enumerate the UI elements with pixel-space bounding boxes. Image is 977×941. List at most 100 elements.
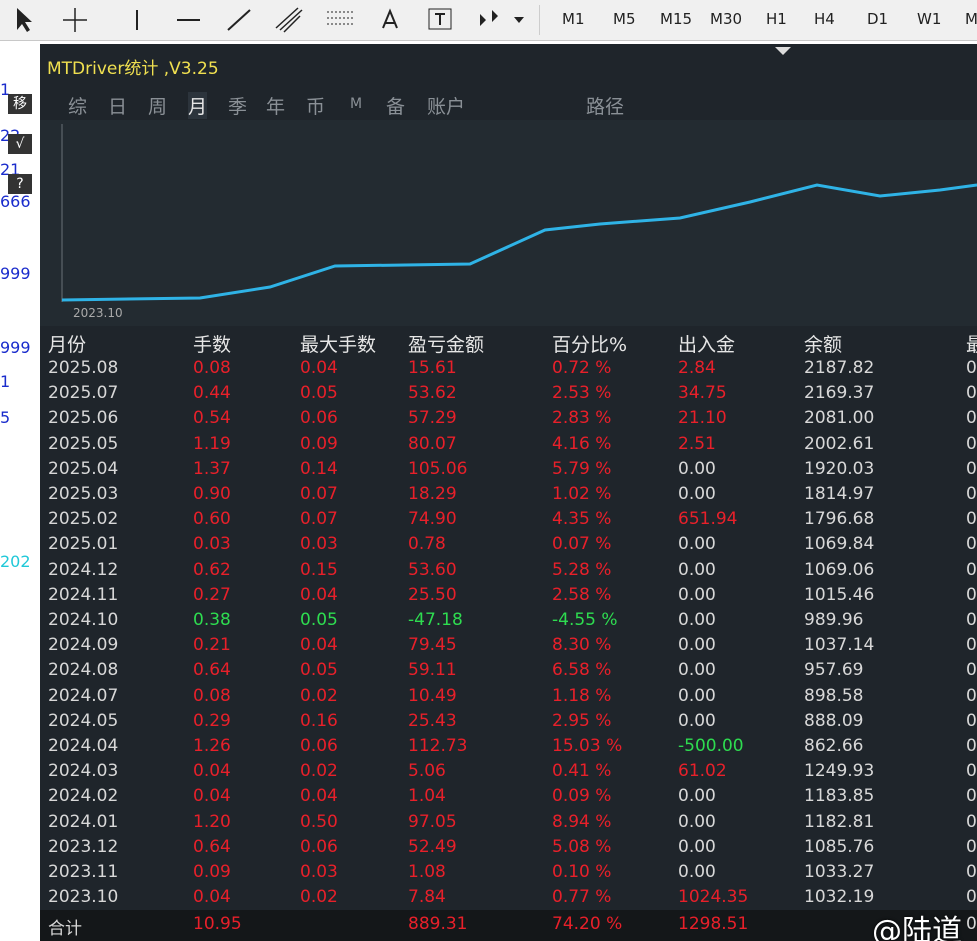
table-cell: 0	[966, 509, 977, 530]
table-cell: 0	[966, 811, 977, 832]
side-button[interactable]: ?	[8, 174, 32, 194]
table-cell: 2024.09	[48, 635, 119, 656]
timeframe-button[interactable]: M5	[613, 10, 636, 28]
table-cell: 59.11	[408, 660, 457, 681]
axis-label: 666	[0, 192, 31, 211]
table-cell: 61.02	[678, 761, 727, 782]
table-cell: 0.05	[300, 383, 338, 404]
table-cell: 0.07 %	[552, 534, 612, 555]
table-cell: 0.02	[300, 887, 338, 908]
table-cell: 18.29	[408, 484, 457, 504]
table-cell: 1069.84	[804, 534, 875, 555]
table-cell: 0	[966, 534, 977, 555]
column-header: 最大手数	[300, 334, 377, 356]
total-row: 合计 10.95 889.31 74.20 % 1298.51 0	[40, 910, 977, 941]
tab[interactable]: 账户	[427, 96, 466, 118]
table-cell: 2169.37	[804, 383, 875, 404]
tab[interactable]: 周	[148, 96, 168, 118]
timeframe-button[interactable]: M15	[660, 10, 693, 28]
side-button[interactable]: √	[8, 134, 32, 154]
timeframe-button[interactable]: M1	[562, 10, 585, 28]
table-cell: 0	[966, 887, 977, 908]
table-cell: 53.62	[408, 383, 457, 404]
table-cell: 0	[966, 660, 977, 681]
table-cell: 0.03	[300, 534, 338, 555]
axis-label: 999	[0, 264, 31, 283]
side-button[interactable]: 移	[8, 94, 32, 114]
tab[interactable]: 日	[108, 96, 128, 118]
table-cell: 5.06	[408, 761, 446, 782]
total-cell: 74.20 %	[552, 914, 623, 934]
table-cell: 0.62	[193, 559, 231, 580]
table-cell: 0.05	[300, 660, 338, 681]
table-cell: 0.00	[678, 660, 716, 681]
table-cell: 0	[966, 383, 977, 404]
table-cell: 0.02	[300, 761, 338, 782]
tab[interactable]: 月	[188, 92, 208, 119]
column-header: 月份	[48, 334, 87, 356]
table-cell: 2.53 %	[552, 383, 612, 404]
table-cell: 0	[966, 685, 977, 706]
table-cell: 0.00	[678, 685, 716, 706]
column-header: 出入金	[678, 334, 736, 356]
timeframe-button[interactable]: M	[965, 10, 977, 28]
table-cell: 1.02 %	[552, 484, 612, 504]
table-cell: 2187.82	[804, 358, 875, 378]
table-cell: 8.30 %	[552, 635, 612, 656]
table-cell: 2024.02	[48, 786, 119, 807]
table-cell: 2081.00	[804, 408, 875, 429]
table-cell: 0.09 %	[552, 786, 612, 807]
tab[interactable]: 路径	[586, 96, 625, 118]
axis-label: 999	[0, 338, 31, 357]
table-cell: 2025.02	[48, 509, 119, 530]
table-cell: 0.00	[678, 836, 716, 857]
table-cell: 2.83 %	[552, 408, 612, 429]
table-cell: 2024.10	[48, 610, 119, 630]
table-cell: 0	[966, 862, 977, 882]
timeframe-button[interactable]: H4	[814, 10, 835, 28]
table-cell: 2024.07	[48, 685, 119, 706]
table-cell: 1015.46	[804, 584, 875, 605]
table-cell: 0.08	[193, 358, 231, 378]
tab[interactable]: 季	[228, 96, 248, 118]
table-cell: 1024.35	[678, 887, 749, 908]
marker	[775, 47, 791, 55]
axis-label: 202	[0, 552, 31, 571]
table-cell: 2.95 %	[552, 710, 612, 731]
tab[interactable]: 综	[68, 96, 88, 118]
table-cell: 957.69	[804, 660, 864, 681]
tab[interactable]: M	[350, 96, 363, 112]
table-cell: 2024.05	[48, 710, 119, 731]
table-cell: 1249.93	[804, 761, 875, 782]
table-cell: 0.41 %	[552, 761, 612, 782]
table-cell: 97.05	[408, 811, 457, 832]
column-header: 盈亏金额	[408, 334, 485, 356]
axis-label: 1	[0, 80, 11, 99]
timeframe-button[interactable]: M30	[710, 10, 743, 28]
table-cell: 6.58 %	[552, 660, 612, 681]
table-cell: 2025.03	[48, 484, 119, 504]
table-cell: 4.35 %	[552, 509, 612, 530]
table-cell: 0.00	[678, 559, 716, 580]
timeframe-button[interactable]: H1	[766, 10, 787, 28]
table-cell: 0.09	[300, 433, 338, 454]
table-cell: 52.49	[408, 836, 457, 857]
total-cell: 0	[966, 914, 977, 934]
timeframe-button[interactable]: W1	[917, 10, 942, 28]
timeframe-button[interactable]: D1	[867, 10, 889, 28]
tab[interactable]: 备	[386, 96, 406, 118]
table-cell: 2024.03	[48, 761, 119, 782]
table-cell: 0.08	[193, 685, 231, 706]
table-cell: 53.60	[408, 559, 457, 580]
table-cell: 0.03	[193, 534, 231, 555]
watermark: @陆道	[872, 914, 962, 941]
table-cell: -4.55 %	[552, 610, 618, 630]
table-cell: 0.07	[300, 484, 338, 504]
chart-start-label: 2023.10	[73, 306, 123, 320]
tab[interactable]: 年	[266, 96, 286, 118]
table-cell: 0	[966, 484, 977, 504]
tab[interactable]: 币	[306, 96, 326, 118]
panel-title: MTDriver统计 ,V3.25	[47, 59, 219, 79]
table-cell: 112.73	[408, 736, 468, 756]
table-cell: 0.05	[300, 610, 338, 630]
